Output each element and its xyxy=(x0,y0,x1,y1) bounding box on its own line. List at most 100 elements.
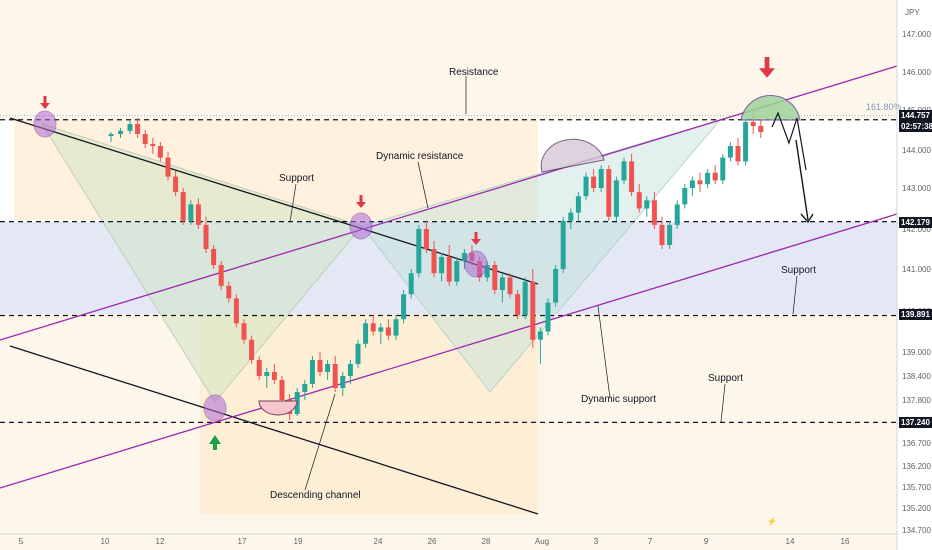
x-tick-label: Aug xyxy=(535,537,549,546)
candle-body xyxy=(507,277,513,295)
lightning-icon: ⚡ xyxy=(767,516,777,526)
price-tag-label: 139.891 xyxy=(901,310,930,319)
x-tick-label: 28 xyxy=(482,537,491,546)
candle-body xyxy=(264,372,270,376)
y-tick-label: 137.800 xyxy=(902,396,931,405)
candle-body xyxy=(629,161,635,193)
x-tick-label: 3 xyxy=(594,537,599,546)
candle-body xyxy=(697,180,703,185)
x-tick-label: 12 xyxy=(156,537,165,546)
arrow-head xyxy=(759,68,775,78)
candle-body xyxy=(173,176,179,193)
candle-body xyxy=(758,126,764,132)
candle-body xyxy=(461,253,467,261)
candle-body xyxy=(408,273,414,295)
annotation-label: Support xyxy=(279,173,314,184)
background-zone xyxy=(0,0,897,120)
annotation-label: Dynamic support xyxy=(581,394,656,405)
pivot-circle xyxy=(464,250,488,278)
x-tick-label: 10 xyxy=(101,537,110,546)
candle-body xyxy=(118,130,123,134)
arrow-shaft xyxy=(764,57,770,70)
x-tick-label: 9 xyxy=(704,537,709,546)
candle-body xyxy=(340,376,346,388)
candle-body xyxy=(651,200,657,225)
candle-body xyxy=(735,146,741,162)
annotation-pointer xyxy=(304,393,336,491)
candle-body xyxy=(591,176,597,188)
price-tag-label: 137.240 xyxy=(901,418,930,427)
candle-body xyxy=(142,134,148,144)
candle-body xyxy=(545,302,551,332)
x-tick-label: 19 xyxy=(294,537,303,546)
pattern-triangle xyxy=(42,124,362,402)
candle-body xyxy=(583,176,589,197)
candle-body xyxy=(188,204,194,221)
annotation-pointer xyxy=(289,183,297,223)
annotation-pointer xyxy=(792,275,798,315)
arrow-shaft xyxy=(474,232,478,240)
candle-body xyxy=(157,146,163,158)
annotation-label: Support xyxy=(781,265,816,276)
annotation-pointer xyxy=(417,161,429,209)
y-tick-label: 146.000 xyxy=(902,68,931,77)
candle-body xyxy=(165,157,171,177)
red-down-arrow xyxy=(40,96,50,109)
arrow-shaft xyxy=(213,443,217,450)
candle-body xyxy=(743,122,749,162)
candle-body xyxy=(108,134,114,136)
annotation-pointer xyxy=(720,383,726,423)
candle-body xyxy=(233,298,239,324)
arc-shape xyxy=(258,400,298,416)
price-tag-label: 142.179 xyxy=(901,218,930,227)
candle-body xyxy=(560,220,566,269)
candle-body xyxy=(226,285,232,299)
candle-body xyxy=(279,380,285,400)
candle-body xyxy=(241,323,247,340)
candle-body xyxy=(484,265,490,278)
price-tag-box xyxy=(899,217,932,228)
candle-body xyxy=(393,319,399,336)
candle-body xyxy=(401,294,407,320)
red-down-arrow xyxy=(759,57,775,78)
candle-body xyxy=(385,327,391,336)
price-tag-box xyxy=(899,309,932,320)
annotation-pointer xyxy=(597,305,611,399)
candle-body xyxy=(598,169,604,188)
projection-arrow-line xyxy=(795,139,809,221)
arc-shape xyxy=(740,95,801,121)
candle-body xyxy=(689,180,695,188)
candle-body xyxy=(271,372,277,380)
candle-body xyxy=(674,204,680,225)
candle-body xyxy=(249,339,255,360)
candle-body xyxy=(378,327,384,332)
candle-body xyxy=(127,124,133,131)
candle-body xyxy=(667,224,673,245)
candle-body xyxy=(492,265,498,290)
candle-body xyxy=(416,229,422,274)
currency-label: JPY xyxy=(905,8,920,17)
candle-body xyxy=(499,277,505,290)
arrow-head xyxy=(209,435,221,444)
x-tick-label: 24 xyxy=(374,537,383,546)
candle-body xyxy=(621,161,627,181)
green-up-arrow xyxy=(209,435,221,450)
candle-body xyxy=(537,331,543,340)
x-tick-label: 16 xyxy=(841,537,850,546)
candle-body xyxy=(750,122,756,126)
candle-body xyxy=(309,360,315,384)
candle-body xyxy=(256,360,262,376)
candle-body xyxy=(636,192,642,209)
candle-body xyxy=(370,323,376,332)
candle-body xyxy=(682,188,688,205)
x-tick-label: 7 xyxy=(648,537,653,546)
arrow-head xyxy=(471,239,481,245)
candle-body xyxy=(317,360,323,372)
y-tick-label: 142.000 xyxy=(902,225,931,234)
projection-arrow-head xyxy=(800,213,814,224)
price-tag-box xyxy=(899,417,932,428)
candle-body xyxy=(720,157,726,181)
price-tag-box xyxy=(899,110,932,121)
